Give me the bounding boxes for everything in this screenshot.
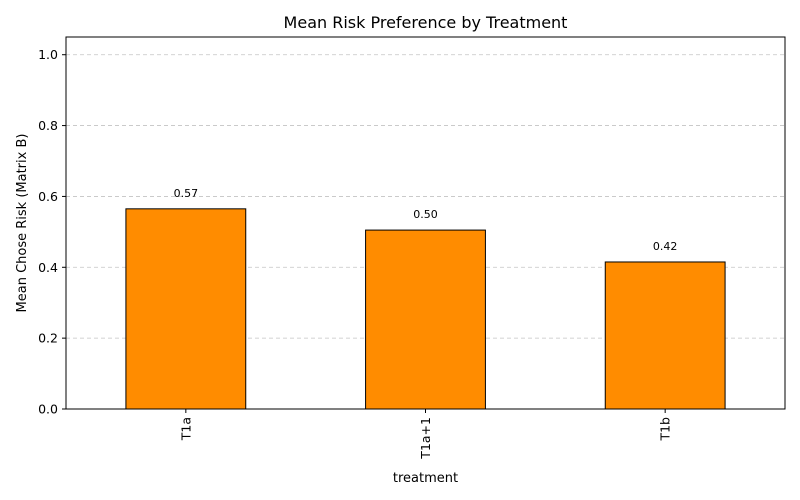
chart-title: Mean Risk Preference by Treatment — [284, 13, 568, 32]
bar-T1b — [604, 261, 726, 410]
y-tick-label: 0.4 — [38, 260, 58, 275]
y-tick-label: 0.8 — [38, 118, 58, 133]
y-axis: 0.0 0.2 0.4 0.6 0.8 1.0 — [38, 47, 66, 417]
x-axis-label: treatment — [393, 471, 458, 486]
bars — [125, 208, 726, 410]
data-label: 0.50 — [413, 208, 438, 221]
y-axis-label: Mean Chose Risk (Matrix B) — [15, 134, 30, 313]
x-tick-label: T1a — [178, 417, 193, 441]
y-tick-label: 0.0 — [38, 402, 58, 417]
x-axis: T1a T1a+1 T1b — [178, 409, 673, 460]
data-label: 0.42 — [653, 240, 678, 253]
data-labels: 0.57 0.50 0.42 — [174, 187, 678, 253]
x-tick-label: T1a+1 — [418, 417, 433, 460]
y-tick-label: 1.0 — [38, 47, 58, 62]
bar-T1a — [125, 208, 247, 410]
data-label: 0.57 — [174, 187, 199, 200]
y-tick-label: 0.2 — [38, 331, 58, 346]
y-tick-label: 0.6 — [38, 189, 58, 204]
bar-T1a+1 — [365, 229, 486, 410]
x-tick-label: T1b — [658, 417, 673, 442]
